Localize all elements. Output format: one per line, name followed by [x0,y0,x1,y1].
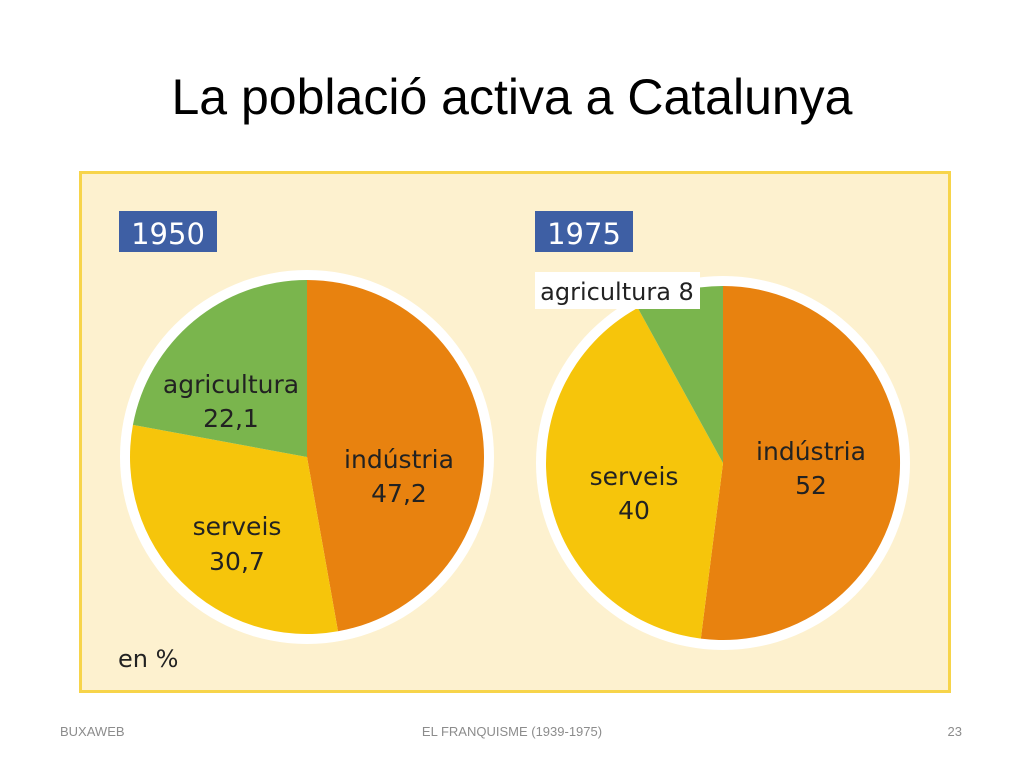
slice-label-agricultura-1950: agricultura [163,370,299,399]
slice-label-industria-1950: indústria [344,445,454,474]
footer-center: EL FRANQUISME (1939-1975) [421,724,603,739]
year-label-1950: 1950 [131,217,205,251]
pie-slice-industria-1950 [307,280,485,632]
pie-charts: 1950 agricultura 22,1 indústria 47,2 ser… [118,211,910,673]
slice-value-serveis-1975: 40 [618,496,650,525]
pie-slice-serveis-1950 [129,424,338,635]
pie-slice-industria-1975 [700,286,901,640]
pie-slice-serveis-1975 [546,307,723,639]
chart-1950: 1950 agricultura 22,1 indústria 47,2 ser… [118,211,494,673]
slice-label-serveis-1975: serveis [590,462,679,491]
slice-value-serveis-1950: 30,7 [209,547,265,576]
slide-number: 23 [947,724,962,739]
slice-label-agricultura-1975: agricultura 8 [540,278,694,306]
slide-title: La població activa a Catalunya [171,69,853,125]
unit-label: en % [118,645,178,673]
slice-label-serveis-1950: serveis [193,512,282,541]
chart-1975: 1975 agricultura 8 indústria 52 serveis … [535,211,910,650]
callout-box-agricultura-1975 [535,272,700,309]
chart-panel: 1950 agricultura 22,1 indústria 47,2 ser… [79,171,951,693]
pie-slices-1975 [546,286,901,640]
footer-left: BUXAWEB [60,724,125,739]
slice-label-industria-1975: indústria [756,437,866,466]
pie-slice-agricultura-1975 [637,286,723,463]
slice-value-agricultura-1950: 22,1 [203,404,259,433]
pie-slices-1950 [129,280,485,635]
year-badge-1950 [119,211,217,252]
year-label-1975: 1975 [547,217,621,251]
pie-slice-agricultura-1950 [132,280,307,457]
year-badge-1975 [535,211,633,252]
slice-value-industria-1950: 47,2 [371,479,427,508]
slice-value-industria-1975: 52 [795,471,827,500]
